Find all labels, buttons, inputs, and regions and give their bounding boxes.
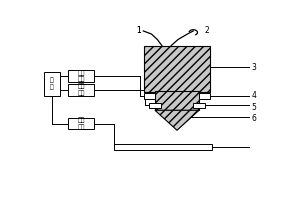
Text: 2: 2 (205, 26, 210, 35)
FancyBboxPatch shape (114, 144, 212, 150)
Text: 控
制: 控 制 (50, 78, 54, 90)
FancyBboxPatch shape (193, 103, 206, 108)
Text: 驱动
装置: 驱动 装置 (77, 84, 85, 96)
Polygon shape (155, 110, 199, 130)
FancyBboxPatch shape (68, 118, 94, 129)
Text: 4: 4 (251, 91, 256, 100)
Text: 1: 1 (136, 26, 141, 35)
FancyBboxPatch shape (155, 91, 199, 110)
FancyBboxPatch shape (44, 72, 60, 96)
FancyBboxPatch shape (68, 84, 94, 96)
Text: 3: 3 (251, 63, 256, 72)
Text: 压力
采集: 压力 采集 (77, 70, 85, 82)
FancyBboxPatch shape (199, 93, 210, 99)
FancyBboxPatch shape (145, 93, 155, 99)
FancyBboxPatch shape (145, 46, 210, 92)
FancyBboxPatch shape (68, 70, 94, 82)
Text: 5: 5 (251, 103, 256, 112)
Text: 1: 1 (136, 26, 141, 35)
Text: 6: 6 (251, 114, 256, 123)
Text: 驱动
装置: 驱动 装置 (77, 118, 85, 130)
FancyBboxPatch shape (148, 103, 161, 108)
